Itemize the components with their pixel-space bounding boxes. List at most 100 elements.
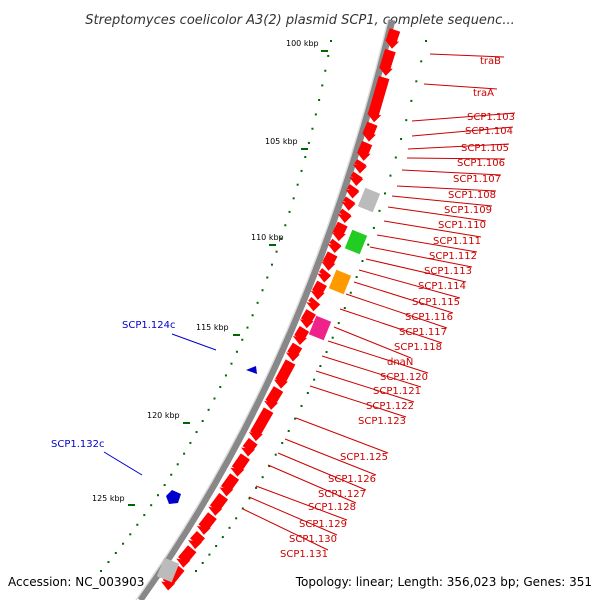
kbp-minor-tick (275, 250, 278, 253)
gene-label-scp1-103[interactable]: SCP1.103 (467, 112, 515, 123)
kbp-minor-tick (394, 156, 397, 159)
kbp-minor-tick (224, 374, 227, 377)
plasmid-backbone (137, 19, 396, 600)
gene-arrow (300, 309, 316, 325)
gene-label-scp1-114[interactable]: SCP1.114 (418, 281, 466, 292)
kbp-label: 110 kbp (251, 233, 284, 242)
leader-line (353, 281, 454, 314)
map-title: Streptomyces coelicolor A3(2) plasmid SC… (85, 13, 514, 28)
gene-arrowhead (352, 164, 367, 174)
gene-label-scp1-110[interactable]: SCP1.110 (438, 220, 486, 231)
green-gene-box (344, 229, 368, 255)
leader-line (295, 417, 389, 454)
gene-arrow (220, 473, 240, 493)
gene-label-scp1-126[interactable]: SCP1.126 (328, 474, 376, 485)
gene-label-scp1-130[interactable]: SCP1.130 (289, 534, 337, 545)
kbp-minor-tick (318, 99, 321, 102)
kbp-minor-tick (235, 350, 238, 353)
kbp-minor-tick (304, 155, 307, 158)
kbp-minor-tick (143, 514, 146, 517)
leader-line (171, 333, 217, 351)
gene-arrow (357, 140, 373, 156)
kbp-minor-tick (268, 465, 271, 468)
kbp-minor-tick (355, 276, 358, 279)
gene-arrowhead (161, 581, 176, 591)
gene-label-scp1-132c[interactable]: SCP1.132c (51, 439, 105, 450)
kbp-minor-tick (384, 192, 387, 195)
accession-label: Accession: NC_003903 (8, 575, 144, 589)
kbp-minor-tick (324, 69, 327, 72)
gene-label-scp1-122[interactable]: SCP1.122 (366, 401, 414, 412)
gene-label-scp1-121[interactable]: SCP1.121 (373, 386, 421, 397)
kbp-label: 120 kbp (147, 411, 180, 420)
kbp-minor-tick (331, 336, 334, 339)
gene-arrow (190, 530, 205, 546)
gene-arrowhead (327, 244, 342, 254)
leader-line (406, 157, 506, 160)
gene-label-traa[interactable]: traA (473, 88, 494, 99)
gene-arrowhead (219, 487, 234, 497)
kbp-minor-tick (107, 561, 110, 564)
label-leaders (103, 53, 516, 551)
gene-label-scp1-117[interactable]: SCP1.117 (399, 327, 447, 338)
gene-label-scp1-108[interactable]: SCP1.108 (448, 190, 496, 201)
gene-label-scp1-112[interactable]: SCP1.112 (429, 251, 477, 262)
leader-line (387, 206, 487, 222)
leader-line (327, 340, 429, 374)
kbp-ticks: 100 kbp 105 kbp 110 kbp 115 kbp 120 kbp 125 k… (92, 39, 427, 572)
kbp-minor-tick (314, 113, 317, 116)
gene-label-scp1-107[interactable]: SCP1.107 (453, 174, 501, 185)
gene-label-scp1-104[interactable]: SCP1.104 (465, 126, 513, 137)
gene-label-scp1-116[interactable]: SCP1.116 (405, 312, 453, 323)
gene-arrowhead (306, 302, 321, 312)
gene-label-scp1-127[interactable]: SCP1.127 (318, 489, 366, 500)
kbp-minor-tick (300, 169, 303, 172)
gene-label-trab[interactable]: traB (480, 56, 501, 67)
kbp-minor-tick (343, 307, 346, 310)
grey-gene-box (156, 557, 180, 583)
leader-line (365, 258, 467, 283)
gene-label-scp1-105[interactable]: SCP1.105 (461, 143, 509, 154)
leader-line (242, 508, 329, 551)
kbp-minor-tick (163, 484, 166, 487)
gene-label-scp1-124c[interactable]: SCP1.124c (122, 320, 176, 331)
gene-label-scp1-125[interactable]: SCP1.125 (340, 452, 388, 463)
kbp-minor-tick (274, 453, 277, 456)
gene-arrowhead (188, 540, 203, 550)
gene-label-scp1-109[interactable]: SCP1.109 (444, 205, 492, 216)
gene-label-scp1-113[interactable]: SCP1.113 (424, 266, 472, 277)
leader-line (396, 185, 497, 192)
kbp-label: 100 kbp (286, 39, 319, 48)
gene-label-scp1-120[interactable]: SCP1.120 (380, 372, 428, 383)
gene-arrow (231, 453, 250, 473)
gene-label-scp1-111[interactable]: SCP1.111 (433, 236, 481, 247)
kbp-minor-tick (330, 40, 332, 42)
gene-label-scp1-118[interactable]: SCP1.118 (394, 342, 442, 353)
gene-label-scp1-115[interactable]: SCP1.115 (412, 297, 460, 308)
gene-label-scp1-128[interactable]: SCP1.128 (308, 502, 356, 513)
gene-arrowhead (345, 189, 360, 199)
gene-label-dnan[interactable]: dnaN (387, 357, 413, 368)
gene-label-scp1-129[interactable]: SCP1.129 (299, 519, 347, 530)
gene-arrowhead (349, 177, 364, 187)
gene-arrow (198, 512, 217, 532)
gene-arrowhead (378, 66, 393, 76)
leader-line (339, 308, 443, 344)
gene-label-scp1-106[interactable]: SCP1.106 (457, 158, 505, 169)
gene-label-scp1-123[interactable]: SCP1.123 (358, 416, 406, 427)
reverse-gene-arrow (246, 366, 257, 374)
leader-line (369, 246, 473, 268)
kbp-label: 105 kbp (265, 137, 298, 146)
gene-arrowhead (341, 201, 356, 211)
gene-label-scp1-131[interactable]: SCP1.131 (280, 549, 328, 560)
kbp-minor-tick (400, 138, 403, 141)
leader-line (248, 496, 338, 536)
kbp-minor-tick (361, 260, 364, 263)
kbp-minor-tick (248, 497, 251, 500)
leader-line (321, 355, 422, 388)
kbp-minor-tick (261, 476, 264, 479)
gene-arrowhead (208, 506, 223, 516)
kbp-minor-tick (195, 570, 197, 572)
kbp-minor-tick (189, 441, 192, 444)
kbp-minor-tick (176, 463, 179, 466)
